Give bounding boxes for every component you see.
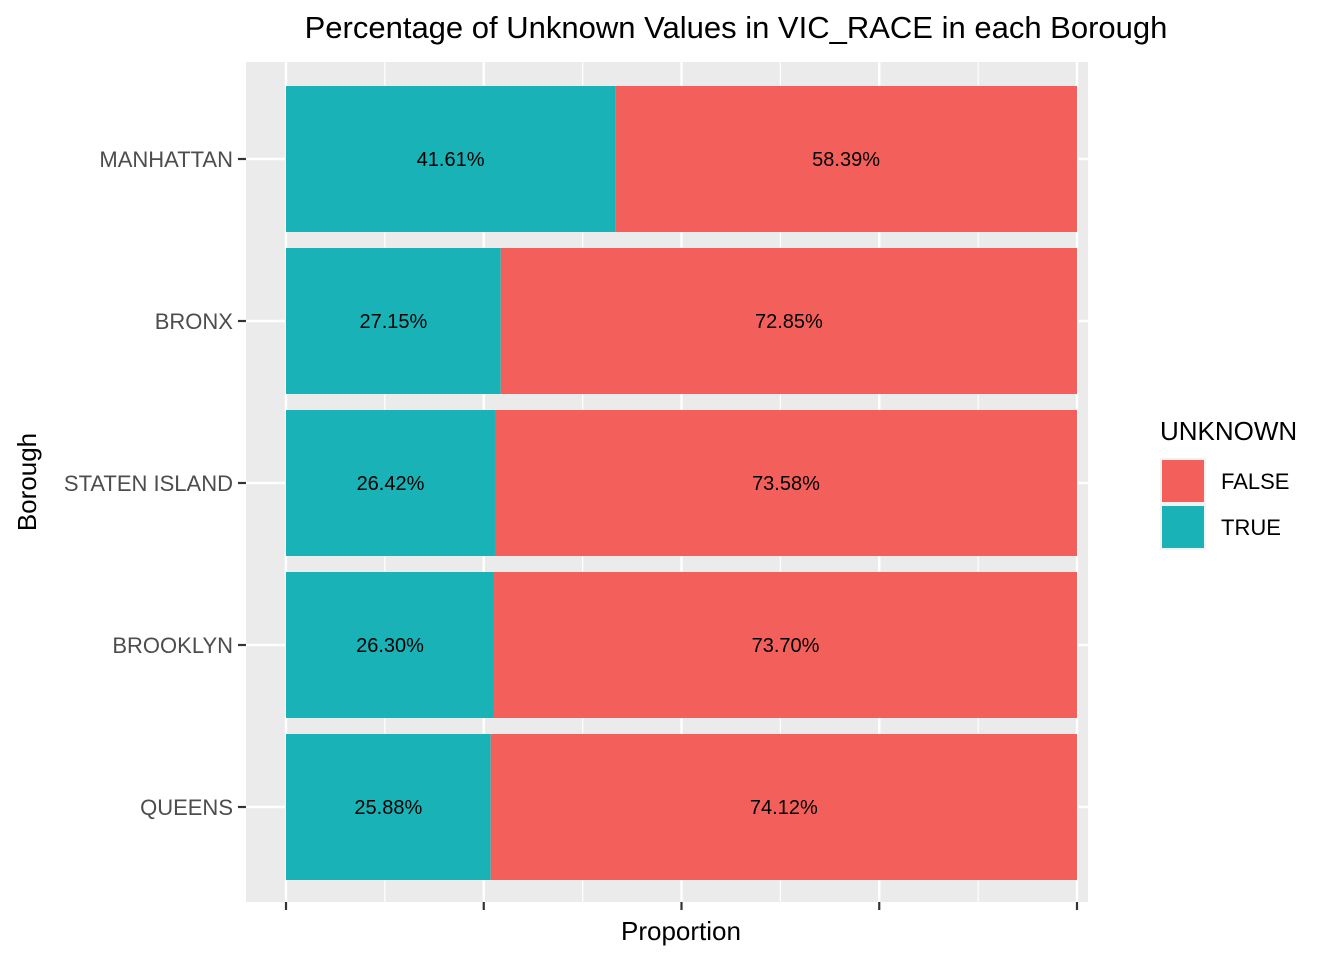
y-tick-label: BROOKLYN [112,633,233,658]
data-label: 26.42% [357,473,425,495]
bar-false-manhattan [615,86,1077,232]
bar-true-queens [286,734,491,880]
legend-label-false: FALSE [1221,469,1289,494]
y-tick-label: BRONX [155,309,234,334]
bar-false-bronx [500,248,1078,394]
data-label: 25.88% [354,797,422,819]
data-label: 26.30% [356,635,424,657]
bar-true-bronx [286,248,501,394]
bar-false-brooklyn [494,572,1078,718]
data-label: 27.15% [359,311,427,333]
y-tick-label: QUEENS [140,795,233,820]
x-axis-title: Proportion [621,916,741,946]
legend: UNKNOWN FALSE TRUE [1160,416,1297,550]
y-tick-label: STATEN ISLAND [64,471,233,496]
data-labels-layer: 41.61% 58.39% 27.15% 72.85% 26.42% 73.58% 26.3… [354,149,880,819]
y-tick-label: MANHATTAN [99,147,233,172]
legend-title: UNKNOWN [1160,416,1297,446]
y-axis: MANHATTAN BRONX STATEN ISLAND BROOKLYN QUEEN… [64,147,246,820]
bar-false-queens [490,734,1077,880]
x-axis [284,902,1079,910]
y-axis-title: Borough [12,433,42,531]
bars-layer [286,86,1078,880]
data-label: 58.39% [812,149,880,171]
legend-key-false [1162,460,1204,502]
chart-title: Percentage of Unknown Values in VIC_RACE… [305,10,1168,45]
data-label: 41.61% [417,149,485,171]
data-label: 73.58% [752,473,820,495]
bar-true-staten-island [286,410,495,556]
data-label: 72.85% [755,311,823,333]
data-label: 74.12% [750,797,818,819]
bar-true-brooklyn [286,572,495,718]
legend-label-true: TRUE [1221,515,1281,540]
bar-true-manhattan [286,86,616,232]
legend-key-true [1162,506,1204,548]
bar-false-staten-island [494,410,1078,556]
data-label: 73.70% [752,635,820,657]
